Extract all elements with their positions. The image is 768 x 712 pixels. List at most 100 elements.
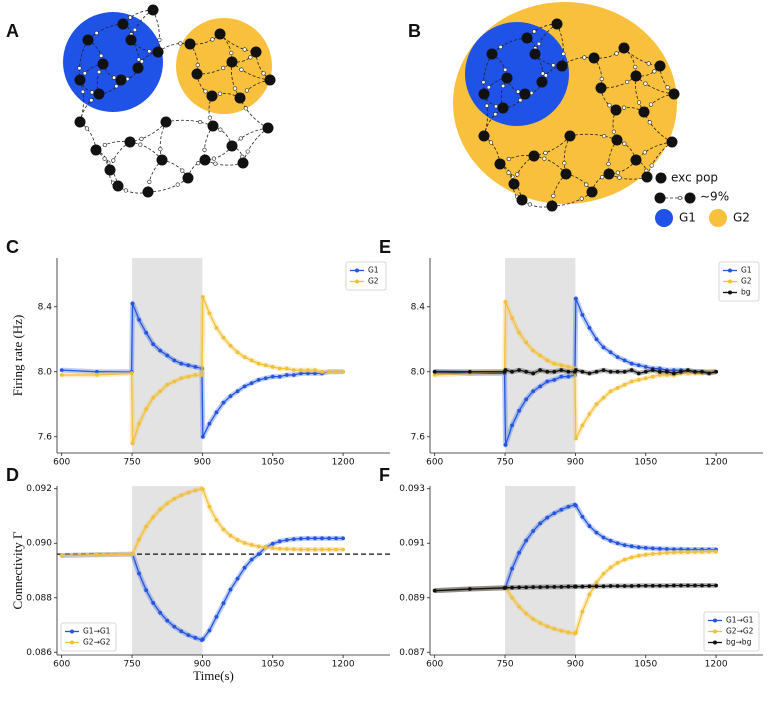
- data-point: [517, 330, 522, 335]
- data-point: [228, 343, 233, 348]
- y-tick-label: 0.088: [26, 593, 52, 603]
- data-point: [510, 566, 514, 571]
- synapse: [136, 57, 141, 62]
- synapse: [614, 51, 619, 56]
- data-point: [643, 376, 648, 381]
- data-point: [510, 423, 514, 428]
- data-point: [629, 544, 634, 549]
- data-point: [686, 550, 690, 555]
- neuron: [199, 154, 211, 166]
- panel-label: A: [6, 21, 19, 41]
- data-point: [284, 366, 289, 371]
- data-point: [636, 363, 641, 368]
- data-point: [327, 536, 331, 541]
- synapse: [111, 158, 116, 163]
- neuron: [90, 144, 102, 156]
- synapse: [488, 140, 494, 145]
- data-point: [158, 507, 163, 512]
- neuron: [125, 34, 137, 46]
- synapse: [102, 142, 107, 148]
- data-point: [334, 536, 338, 541]
- data-point: [650, 583, 655, 588]
- y-tick-label: 0.086: [26, 648, 52, 658]
- data-point: [228, 533, 233, 538]
- synapse: [197, 119, 203, 125]
- legend-label: G2: [741, 277, 752, 286]
- data-point: [594, 584, 599, 589]
- data-point: [573, 436, 578, 441]
- x-tick-label: 600: [426, 660, 443, 670]
- synapse: [540, 71, 545, 76]
- data-point: [467, 369, 472, 374]
- data-point: [552, 511, 557, 516]
- legend-label: G1: [679, 211, 696, 225]
- neuron: [142, 186, 154, 198]
- legend-box: [345, 261, 387, 291]
- connection: [79, 79, 84, 123]
- data-point: [158, 348, 163, 353]
- data-point: [686, 371, 690, 376]
- legend-neuron: [654, 192, 666, 204]
- synapse: [213, 161, 218, 166]
- legend-marker: [728, 290, 732, 295]
- data-point: [151, 515, 156, 519]
- data-point: [629, 361, 634, 366]
- neuron: [478, 88, 490, 100]
- data-point: [432, 369, 437, 374]
- data-point: [615, 541, 620, 546]
- data-point: [517, 585, 522, 590]
- synapse: [218, 127, 223, 132]
- connection: [79, 39, 89, 81]
- data-point: [538, 521, 543, 526]
- synapse: [195, 62, 200, 68]
- data-point: [298, 536, 303, 541]
- synapse: [498, 44, 503, 50]
- data-point: [165, 353, 170, 358]
- synapse: [542, 156, 547, 161]
- data-point: [587, 412, 592, 416]
- synapse: [481, 80, 486, 85]
- data-point: [693, 583, 697, 588]
- synapse: [147, 179, 152, 185]
- synapse: [515, 89, 521, 94]
- data-point: [580, 312, 585, 317]
- data-point: [608, 369, 613, 374]
- legend-marker: [355, 268, 359, 273]
- data-point: [636, 371, 641, 376]
- synapse: [515, 172, 520, 177]
- data-point: [622, 584, 627, 588]
- data-point: [298, 371, 303, 376]
- data-point: [566, 504, 571, 509]
- data-point: [284, 547, 289, 551]
- data-point: [693, 550, 697, 554]
- neuron: [630, 70, 642, 82]
- data-point: [313, 536, 317, 541]
- synapse: [615, 170, 620, 175]
- synapse: [147, 49, 152, 54]
- data-point: [249, 381, 254, 386]
- synapse: [600, 175, 605, 180]
- data-point: [59, 368, 64, 373]
- data-point: [580, 423, 585, 428]
- connection: [152, 9, 160, 53]
- x-tick-label: 1200: [705, 660, 728, 670]
- neuron: [494, 158, 506, 170]
- legend-label: G2→G2: [726, 627, 754, 636]
- data-point: [306, 536, 310, 541]
- neuron: [115, 74, 127, 86]
- data-point: [714, 583, 718, 588]
- synapse: [652, 69, 657, 74]
- synapse: [484, 103, 489, 108]
- data-point: [622, 543, 627, 548]
- data-point: [284, 373, 289, 377]
- data-point: [650, 368, 655, 373]
- x-tick-label: 1200: [332, 660, 355, 670]
- connection: [551, 191, 593, 207]
- data-point: [524, 369, 529, 374]
- connection: [239, 97, 269, 129]
- data-point: [594, 369, 599, 374]
- neuron: [556, 60, 568, 72]
- neuron: [486, 48, 498, 60]
- neuron: [610, 104, 622, 116]
- data-point: [200, 295, 205, 299]
